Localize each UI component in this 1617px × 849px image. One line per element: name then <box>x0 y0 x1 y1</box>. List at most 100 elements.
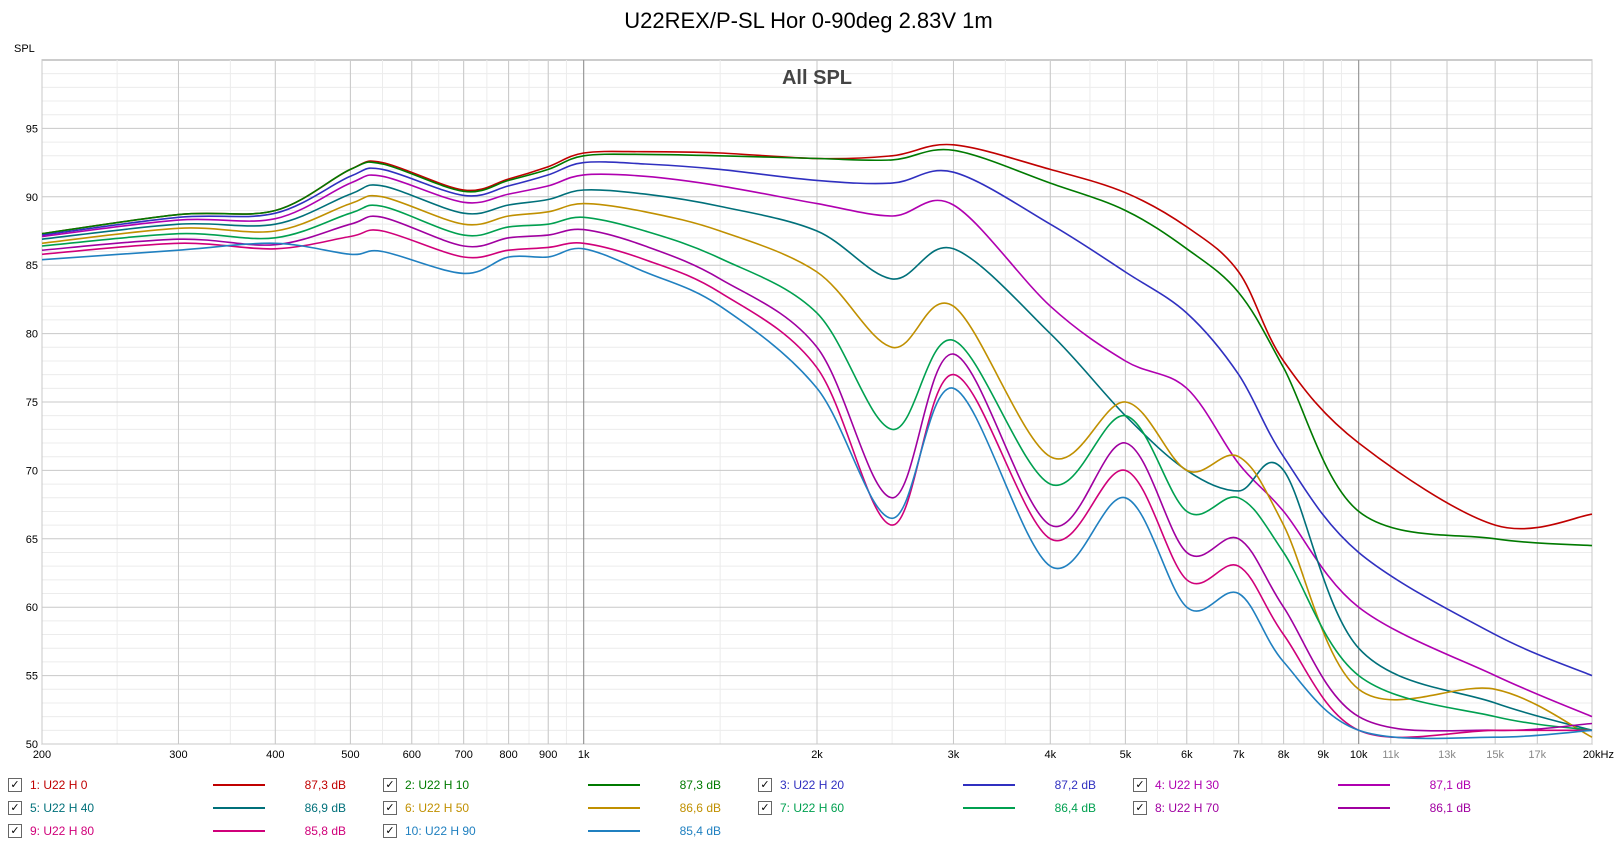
y-tick-label: 65 <box>26 534 38 546</box>
legend-item-10[interactable]: ✓ 10: U22 H 90 85,4 dB <box>383 821 743 841</box>
legend-checkbox[interactable]: ✓ <box>1133 801 1147 815</box>
x-tick-label: 20kHz <box>1583 749 1614 761</box>
legend-value: 87,1 dB <box>1429 778 1471 792</box>
series-line-10 <box>41 242 1593 740</box>
x-tick-label: 900 <box>539 749 557 761</box>
legend-item-5[interactable]: ✓ 5: U22 H 40 86,9 dB <box>8 798 368 818</box>
legend-checkbox[interactable]: ✓ <box>758 778 772 792</box>
legend-item-2[interactable]: ✓ 2: U22 H 10 87,3 dB <box>383 775 743 795</box>
series-lines <box>41 143 1593 740</box>
legend-value: 87,3 dB <box>679 778 721 792</box>
legend-checkbox[interactable]: ✓ <box>383 778 397 792</box>
legend-checkbox[interactable]: ✓ <box>8 824 22 838</box>
y-tick-label: 50 <box>26 739 38 751</box>
legend-checkbox[interactable]: ✓ <box>383 824 397 838</box>
legend-swatch <box>588 784 640 786</box>
legend-item-1[interactable]: ✓ 1: U22 H 0 87,3 dB <box>8 775 368 795</box>
series-line-5 <box>41 184 1593 732</box>
x-tick-label: 700 <box>454 749 472 761</box>
legend-checkbox[interactable]: ✓ <box>1133 778 1147 792</box>
x-tick-label: 9k <box>1317 749 1329 761</box>
legend-label: 4: U22 H 30 <box>1155 778 1220 792</box>
legend-value: 86,6 dB <box>679 801 721 815</box>
series-line-6 <box>41 194 1593 738</box>
legend-value: 86,1 dB <box>1429 801 1471 815</box>
legend-swatch <box>963 784 1015 786</box>
legend-item-4[interactable]: ✓ 4: U22 H 30 87,1 dB <box>1133 775 1493 795</box>
plot-area[interactable]: SPL 50 55 60 65 70 75 80 85 90 95 200 300 400 500 600… <box>0 0 1617 775</box>
chart-title: U22REX/P-SL Hor 0-90deg 2.83V 1m <box>624 8 993 33</box>
x-tick-label: 4k <box>1044 749 1056 761</box>
legend-value: 85,4 dB <box>679 824 721 838</box>
x-tick-label: 13k <box>1438 749 1456 761</box>
legend-item-7[interactable]: ✓ 7: U22 H 60 86,4 dB <box>758 798 1118 818</box>
legend-label: 8: U22 H 70 <box>1155 801 1220 815</box>
x-tick-label: 500 <box>341 749 359 761</box>
legend-item-6[interactable]: ✓ 6: U22 H 50 86,6 dB <box>383 798 743 818</box>
x-axis-ticks: 200 300 400 500 600 700 800 900 1k 2k 3k 4k 5k 6k 7k 8k… <box>33 749 1614 761</box>
y-tick-label: 55 <box>26 671 38 683</box>
legend-checkbox[interactable]: ✓ <box>8 801 22 815</box>
legend-swatch <box>1338 807 1390 809</box>
legend-label: 3: U22 H 20 <box>780 778 845 792</box>
legend-label: 9: U22 H 80 <box>30 824 95 838</box>
legend-item-3[interactable]: ✓ 3: U22 H 20 87,2 dB <box>758 775 1118 795</box>
x-tick-label: 11k <box>1382 749 1399 761</box>
legend-label: 2: U22 H 10 <box>405 778 470 792</box>
x-tick-label: 6k <box>1181 749 1193 761</box>
legend-swatch <box>588 807 640 809</box>
legend-item-8[interactable]: ✓ 8: U22 H 70 86,1 dB <box>1133 798 1493 818</box>
legend-value: 86,9 dB <box>304 801 346 815</box>
legend-swatch <box>213 784 265 786</box>
x-tick-label: 1k <box>578 749 590 761</box>
x-tick-label: 8k <box>1278 749 1290 761</box>
y-tick-label: 80 <box>26 329 38 341</box>
y-axis-ticks: 50 55 60 65 70 75 80 85 90 95 <box>26 123 38 751</box>
legend-item-9[interactable]: ✓ 9: U22 H 80 85,8 dB <box>8 821 368 841</box>
y-tick-label: 60 <box>26 602 38 614</box>
legend-checkbox[interactable]: ✓ <box>758 801 772 815</box>
chart-subtitle: All SPL <box>782 67 852 89</box>
grid-major <box>41 60 1593 745</box>
legend-label: 1: U22 H 0 <box>30 778 88 792</box>
legend-label: 6: U22 H 50 <box>405 801 470 815</box>
legend-value: 85,8 dB <box>304 824 346 838</box>
x-tick-label: 5k <box>1120 749 1132 761</box>
x-tick-label: 200 <box>33 749 51 761</box>
legend-swatch <box>588 830 640 832</box>
legend-value: 87,2 dB <box>1054 778 1096 792</box>
x-tick-label: 2k <box>811 749 823 761</box>
legend-value: 86,4 dB <box>1054 801 1096 815</box>
legend-swatch <box>213 807 265 809</box>
legend-swatch <box>213 830 265 832</box>
legend-checkbox[interactable]: ✓ <box>383 801 397 815</box>
legend-label: 5: U22 H 40 <box>30 801 95 815</box>
y-tick-label: 85 <box>26 260 38 272</box>
x-tick-label: 300 <box>169 749 187 761</box>
x-tick-label: 17k <box>1528 749 1546 761</box>
series-line-7 <box>41 204 1593 732</box>
series-line-3 <box>41 161 1593 677</box>
legend-label: 10: U22 H 90 <box>405 824 476 838</box>
x-tick-label: 800 <box>499 749 517 761</box>
x-tick-label: 3k <box>948 749 960 761</box>
x-tick-label: 15k <box>1486 749 1504 761</box>
y-axis-label: SPL <box>14 43 35 55</box>
legend-swatch <box>1338 784 1390 786</box>
x-tick-label: 10k <box>1350 749 1368 761</box>
series-line-8 <box>41 215 1593 732</box>
legend-swatch <box>963 807 1015 809</box>
series-line-2 <box>41 148 1593 547</box>
legend-checkbox[interactable]: ✓ <box>8 778 22 792</box>
legend: ✓ 1: U22 H 0 87,3 dB ✓ 2: U22 H 10 87,3 dB ✓ 3:… <box>0 775 1617 849</box>
x-tick-label: 400 <box>266 749 284 761</box>
x-tick-label: 7k <box>1233 749 1245 761</box>
x-tick-label: 600 <box>403 749 421 761</box>
y-tick-label: 95 <box>26 123 38 135</box>
y-tick-label: 70 <box>26 465 38 477</box>
series-line-4 <box>41 173 1593 718</box>
series-line-9 <box>41 229 1592 739</box>
y-tick-label: 90 <box>26 192 38 204</box>
legend-value: 87,3 dB <box>304 778 346 792</box>
legend-label: 7: U22 H 60 <box>780 801 845 815</box>
